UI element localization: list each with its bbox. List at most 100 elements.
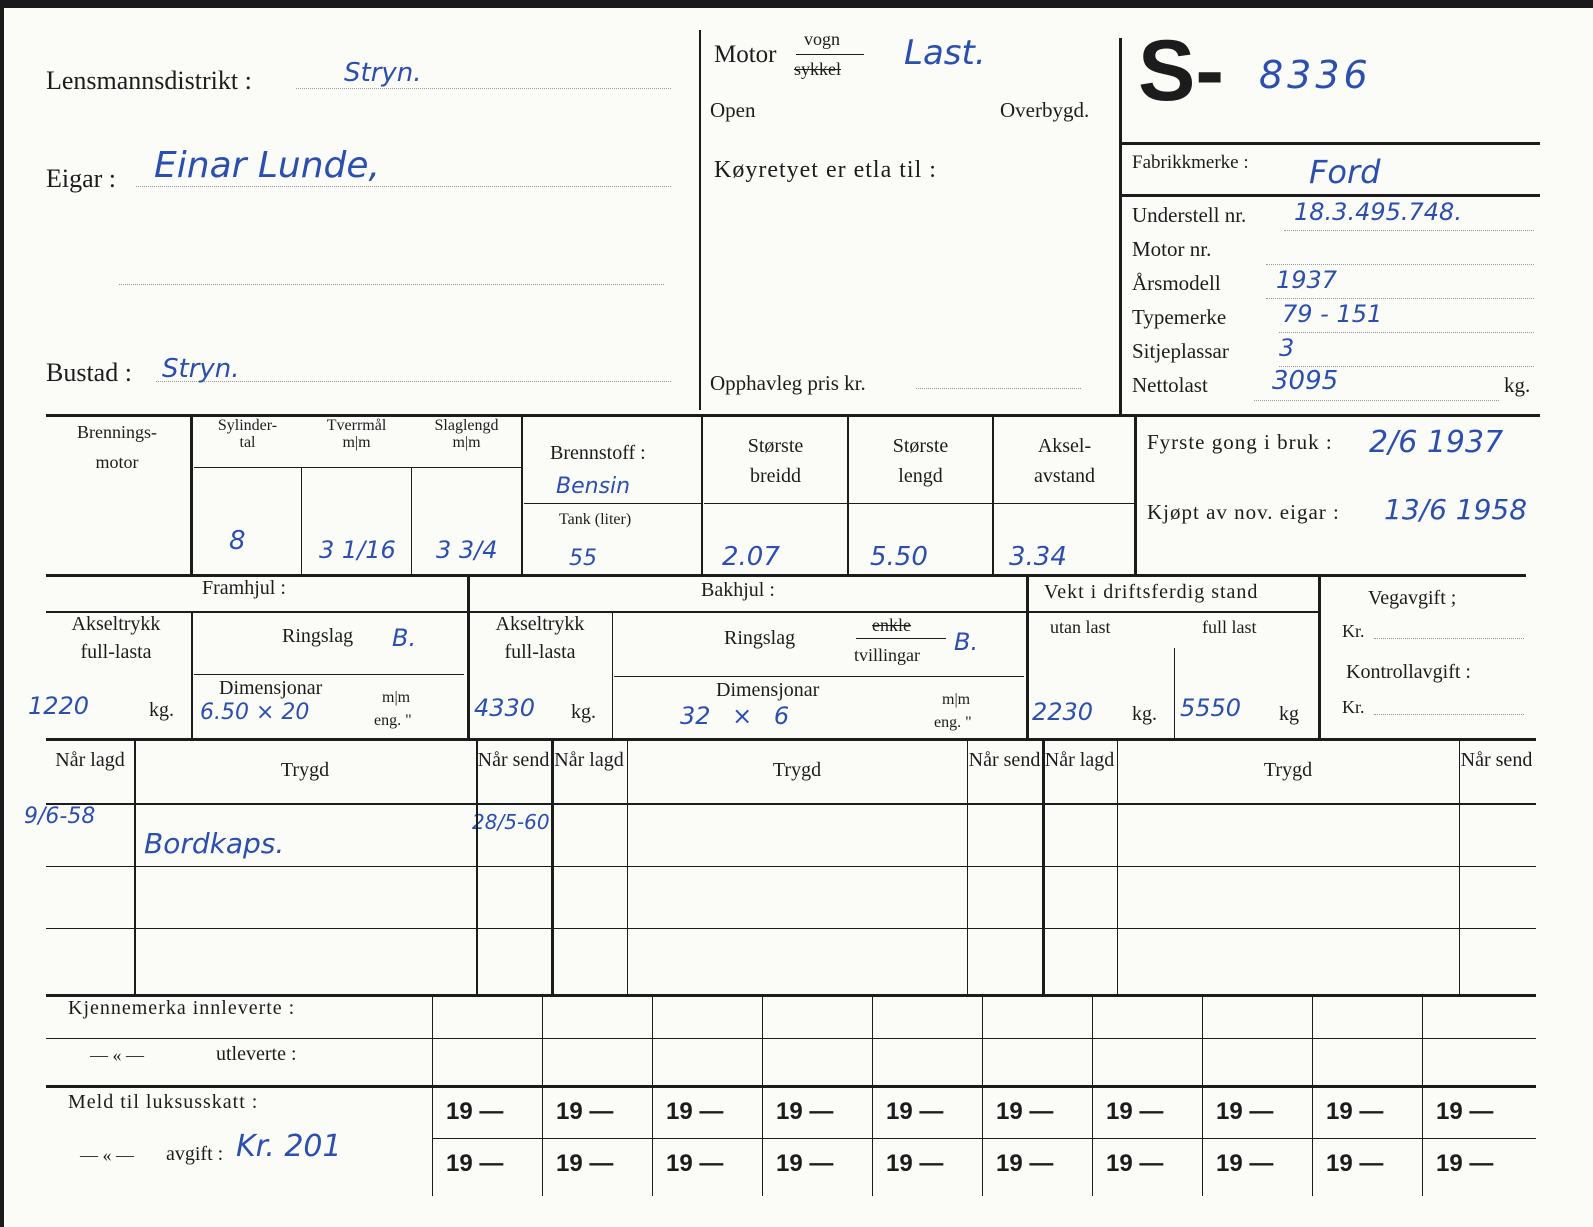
- enkle-label: enkle: [872, 615, 911, 635]
- fram-akseltrykk-value: 1220: [28, 692, 90, 720]
- horizontal-rule: [194, 467, 521, 468]
- kjennemerka-label: Kjennemerka innleverte :: [68, 997, 296, 1019]
- year-cell: 19 —: [996, 1150, 1054, 1177]
- fram-dimensjonar-label: Dimensjonar: [219, 677, 323, 699]
- breidd-value: 2.07: [722, 542, 780, 572]
- vegavgift-label: Vegavgift ;: [1368, 587, 1457, 609]
- full-last-value: 5550: [1180, 694, 1242, 722]
- sylinder-value: 8: [229, 526, 246, 556]
- lengd-label: Største: [892, 435, 949, 457]
- utleverte-label: utleverte :: [216, 1043, 297, 1065]
- kontrollavgift-label: Kontrollavgift :: [1346, 661, 1471, 683]
- vertical-rule: [1459, 741, 1460, 995]
- akselavstand-label: Aksel-: [1037, 435, 1092, 457]
- vertical-rule: [967, 741, 968, 995]
- insurance-lagd-value: 9/6-58: [24, 804, 96, 829]
- motor-nr-label: Motor nr.: [1132, 237, 1212, 261]
- nar-send-header: Når send: [477, 749, 550, 771]
- vogn-label: vogn: [804, 29, 840, 49]
- vertical-rule: [1119, 38, 1122, 416]
- vertical-rule: [847, 417, 849, 575]
- horizontal-rule: [524, 503, 701, 504]
- motor-label: Motor: [714, 41, 777, 68]
- vertical-rule: [1026, 577, 1029, 739]
- tverrmal-label: Tverrmål: [326, 417, 387, 434]
- bakhjul-label: Bakhjul :: [701, 579, 775, 601]
- vertical-rule: [1422, 996, 1423, 1196]
- brennstoff-label: Brennstoff :: [550, 442, 646, 464]
- horizontal-rule: [46, 574, 1526, 577]
- trygd-header: Trygd: [1263, 759, 1313, 781]
- fram-ringslag-label: Ringslag: [282, 625, 354, 647]
- lensmannsdistrikt-value: Stryn.: [344, 58, 422, 88]
- trygd-header: Trygd: [772, 759, 822, 781]
- vekt-label: Vekt i driftsferdig stand: [1044, 581, 1259, 603]
- full-last-label: full last: [1202, 617, 1257, 637]
- tal-label: tal: [239, 434, 256, 451]
- vertical-rule: [134, 741, 136, 995]
- lensmannsdistrikt-label: Lensmannsdistrikt :: [46, 66, 252, 95]
- arsmodell-label: Årsmodell: [1132, 271, 1221, 295]
- nettolast-label: Nettolast: [1132, 373, 1208, 397]
- insurance-trygd-value: Bordkaps.: [144, 827, 285, 860]
- pris-label: Opphavleg pris kr.: [710, 371, 866, 395]
- year-cell: 19 —: [1326, 1150, 1384, 1177]
- year-cell: 19 —: [1216, 1098, 1274, 1125]
- horizontal-rule: [704, 503, 1135, 504]
- bustad-label: Bustad :: [46, 358, 132, 387]
- vertical-rule: [432, 996, 433, 1196]
- nar-send-header: Når send: [968, 749, 1041, 771]
- sylinder-label: Sylinder-: [217, 417, 278, 434]
- framhjul-label: Framhjul :: [202, 577, 286, 599]
- year-cell: 19 —: [1436, 1098, 1494, 1125]
- vertical-rule: [521, 417, 523, 575]
- bak-akseltrykk-value: 4330: [474, 694, 536, 722]
- year-cell: 19 —: [1106, 1150, 1164, 1177]
- kg-label: kg: [1279, 703, 1299, 725]
- vertical-rule: [476, 741, 478, 995]
- horizontal-rule: [46, 928, 1536, 929]
- arsmodell-value: 1937: [1276, 266, 1338, 294]
- kg-label: kg.: [1132, 703, 1157, 725]
- nar-lagd-header: Når lagd: [1044, 749, 1115, 771]
- vegavgift-kr-label: Kr.: [1342, 621, 1365, 641]
- akselavstand-label-2: avstand: [1033, 465, 1096, 487]
- vertical-rule: [701, 417, 703, 575]
- year-cell: 19 —: [886, 1150, 944, 1177]
- kjopt-value: 13/6 1958: [1384, 493, 1528, 526]
- fram-ringslag-value: B.: [392, 624, 417, 652]
- vertical-rule: [190, 417, 193, 575]
- vertical-rule: [652, 996, 653, 1196]
- horizontal-rule: [46, 866, 1536, 867]
- bak-dimensjonar-value: 32 × 6: [680, 702, 790, 730]
- horizontal-rule: [432, 1138, 1536, 1139]
- understell-label: Understell nr.: [1132, 203, 1247, 227]
- year-cell: 19 —: [1216, 1150, 1274, 1177]
- lengd-label-2: lengd: [898, 465, 943, 487]
- registration-card: Lensmannsdistrikt : Stryn. Eigar : Einar…: [4, 8, 1593, 1227]
- vertical-rule: [1174, 648, 1175, 739]
- breidd-label-2: breidd: [749, 465, 802, 487]
- tank-label: Tank (liter): [559, 511, 632, 528]
- fram-akseltrykk-label: Akseltrykk: [71, 613, 161, 635]
- horizontal-rule: [46, 994, 1536, 997]
- bak-akseltrykk-label: Akseltrykk: [495, 613, 585, 635]
- horizontal-rule: [614, 676, 1024, 677]
- vertical-rule: [467, 577, 470, 739]
- kg-label: kg.: [149, 699, 174, 721]
- registration-number: 8336: [1259, 53, 1372, 97]
- brennstoff-value: Bensin: [556, 474, 631, 499]
- year-cell: 19 —: [666, 1150, 724, 1177]
- nar-send-header: Når send: [1460, 749, 1533, 771]
- horizontal-rule: [46, 1085, 1536, 1088]
- bak-ringslag-label: Ringslag: [724, 627, 796, 649]
- vertical-rule: [627, 741, 628, 995]
- year-cell: 19 —: [446, 1098, 504, 1125]
- ditto-mark: — « —: [90, 1045, 144, 1065]
- akselavstand-value: 3.34: [1009, 542, 1067, 572]
- year-cell: 19 —: [556, 1098, 614, 1125]
- horizontal-rule: [46, 1038, 1536, 1039]
- horizontal-rule: [46, 611, 1321, 613]
- year-cell: 19 —: [556, 1150, 614, 1177]
- brennings-label: Brennings-: [77, 422, 157, 442]
